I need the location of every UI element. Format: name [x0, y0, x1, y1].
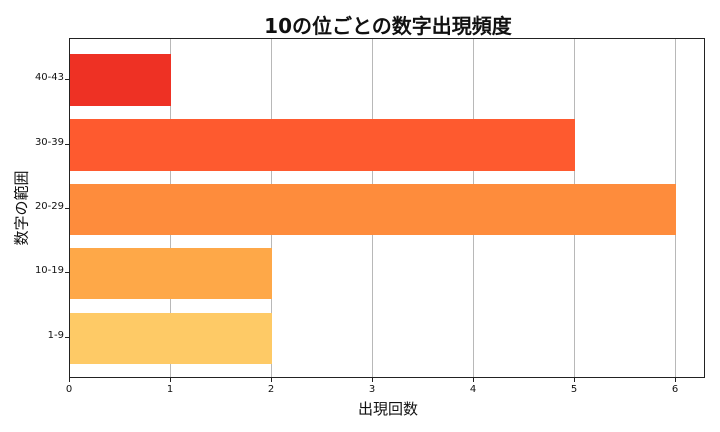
plot-area — [69, 38, 705, 378]
x-axis-label: 出現回数 — [357, 400, 418, 418]
bar-40-43 — [70, 54, 171, 106]
y-tick-mark — [65, 208, 69, 209]
bar-10-19 — [70, 248, 272, 299]
y-tick-label: 30-39 — [34, 137, 64, 148]
y-tick-label: 40-43 — [34, 72, 64, 83]
x-tick-mark — [574, 378, 575, 382]
x-tick-mark — [170, 378, 171, 382]
x-tick-mark — [271, 378, 272, 382]
x-tick-mark — [675, 378, 676, 382]
x-tick-mark — [372, 378, 373, 382]
bar-30-39 — [70, 119, 575, 171]
x-tick-label: 0 — [65, 384, 73, 395]
y-tick-mark — [65, 272, 69, 273]
x-tick-label: 4 — [469, 384, 477, 395]
x-tick-mark — [473, 378, 474, 382]
x-tick-label: 5 — [570, 384, 578, 395]
x-tick-mark — [69, 378, 70, 382]
chart-title: 10の位ごとの数字出現頻度 — [264, 14, 512, 38]
x-tick-label: 6 — [671, 384, 679, 395]
y-tick-label: 20-29 — [34, 201, 64, 212]
y-tick-mark — [65, 144, 69, 145]
x-tick-label: 1 — [166, 384, 174, 395]
y-tick-mark — [65, 337, 69, 338]
y-axis-label: 数字の範囲 — [12, 170, 31, 246]
y-tick-label: 1-9 — [47, 330, 64, 341]
y-tick-mark — [65, 79, 69, 80]
x-tick-label: 2 — [267, 384, 275, 395]
x-tick-label: 3 — [368, 384, 376, 395]
bar-20-29 — [70, 184, 676, 235]
bar-1-9 — [70, 313, 272, 364]
y-tick-label: 10-19 — [34, 265, 64, 276]
